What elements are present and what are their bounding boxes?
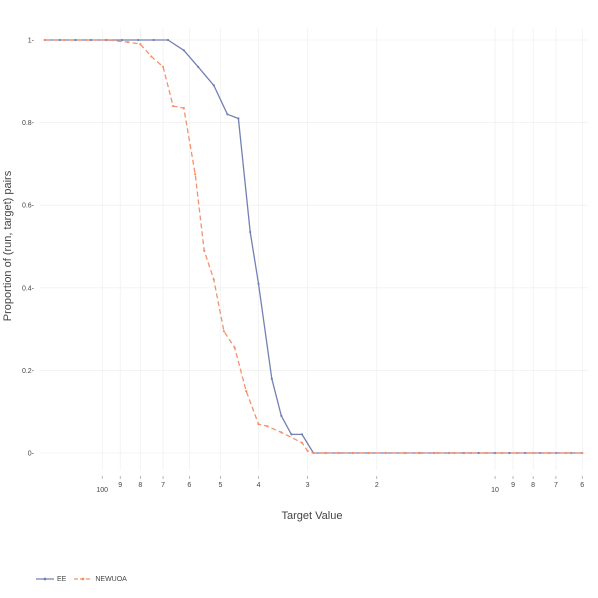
x-tick-label: 7 [161,482,165,489]
y-tick-label: 0.2- [22,368,35,375]
data-point-newuoa [106,38,109,42]
data-point-newuoa [43,38,46,42]
data-point-newuoa [312,451,315,455]
data-point-ee [89,38,92,42]
data-point-newuoa [212,278,215,281]
data-point-newuoa [564,451,568,455]
data-point-ee [121,38,124,42]
data-point-ee [137,38,140,42]
x-tick-label: 100 [96,487,108,494]
x-tick-label: 9 [511,482,515,489]
data-point-newuoa [233,346,236,349]
data-point-newuoa [172,105,175,108]
legend-swatch-ee [36,577,54,581]
data-point-ee [166,38,170,42]
data-point-newuoa [532,451,535,455]
data-point-ee [197,65,200,68]
data-point-newuoa [203,249,206,252]
legend-label-ee: EE [57,575,67,583]
series-line-newuoa [44,39,583,454]
data-point-newuoa [547,451,550,455]
data-point-newuoa [194,173,197,176]
data-point-newuoa [351,451,355,455]
legend-item-newuoa: NEWUOA [74,574,127,584]
data-point-ee [212,84,215,87]
data-point-newuoa [84,38,88,42]
data-point-ee [226,113,229,116]
data-point-ee [270,377,273,380]
x-tick-label: 10 [491,487,499,494]
data-point-ee [280,414,283,417]
data-point-newuoa [139,43,142,46]
series-layer [43,38,584,455]
data-point-newuoa [280,431,283,434]
grid [40,28,588,470]
y-tick-label: 0.4- [22,285,35,292]
data-point-newuoa [337,451,340,455]
data-point-ee [152,38,155,42]
data-point-newuoa [384,451,387,455]
data-point-newuoa [436,451,439,455]
data-point-newuoa [500,451,504,455]
x-tick-label: 8 [138,482,142,489]
data-point-ee [508,451,511,455]
y-tick-label: 1- [28,38,35,45]
data-point-ee [249,230,252,234]
x-tick-label: 6 [187,482,191,489]
data-point-newuoa [403,451,406,455]
data-point-newuoa [515,451,519,455]
data-point-ee [290,433,293,436]
data-point-newuoa [266,425,269,428]
legend-label-newuoa: NEWUOA [95,575,127,583]
data-point-ee [182,49,185,52]
y-tick-label: 0.6- [22,203,35,210]
y-axis-title: Proportion of (run, target) pairs [2,170,14,321]
data-point-newuoa [222,330,225,333]
data-point-newuoa [485,451,488,455]
data-point-ee [74,38,77,42]
data-point-newuoa [300,441,304,444]
x-tick-label: 7 [554,482,558,489]
x-axis-title: Target Value [282,510,343,522]
data-point-newuoa [367,451,370,455]
data-point-newuoa [306,449,309,452]
legend-swatch-newuoa [74,577,93,581]
x-tick-label: 8 [531,482,535,489]
legend-item-ee: EE [36,574,66,584]
x-tick-label: 9 [118,482,122,489]
data-point-newuoa [581,451,584,455]
data-point-newuoa [182,107,185,110]
data-point-newuoa [453,451,456,455]
data-point-newuoa [63,38,66,42]
x-tick-label: 5 [219,482,223,489]
series-line-ee [44,39,583,454]
data-point-ee [300,433,304,436]
data-point-ee [257,282,260,285]
data-point-newuoa [419,451,422,455]
data-point-newuoa [470,451,473,455]
data-point-newuoa [150,55,153,58]
y-axis-ticks: 0- 0.2- 0.4- 0.6- 0.8- 1- [22,38,35,458]
data-point-newuoa [257,423,260,426]
data-point-newuoa [245,390,248,393]
data-point-newuoa [162,65,165,68]
x-tick-label: 2 [375,482,379,489]
x-tick-label: 3 [306,482,310,489]
data-point-ee [237,117,240,120]
data-point-ee [59,38,62,42]
y-tick-label: 0.8- [22,120,35,127]
y-tick-label: 0- [28,451,35,458]
data-point-newuoa [324,451,327,455]
legend: EE NEWUOA [36,574,135,584]
data-point-ee [477,451,480,455]
x-axis-ticks: 100 9 8 7 6 5 4 3 2 10 9 8 7 6 [96,476,584,494]
data-point-newuoa [126,41,129,44]
x-tick-label: 4 [257,482,261,489]
x-tick-label: 6 [580,482,584,489]
